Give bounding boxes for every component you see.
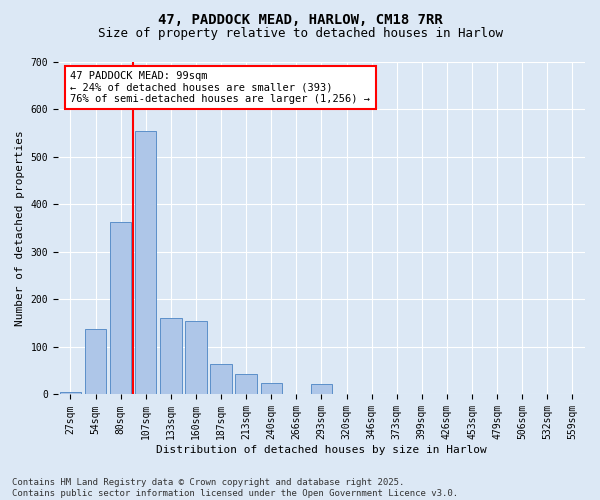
- Bar: [235, 374, 257, 394]
- Bar: [311, 384, 332, 394]
- Y-axis label: Number of detached properties: Number of detached properties: [15, 130, 25, 326]
- Bar: [160, 318, 182, 394]
- Bar: [211, 364, 232, 394]
- Bar: [260, 382, 282, 394]
- Bar: [185, 320, 206, 394]
- Bar: [60, 392, 81, 394]
- Text: 47 PADDOCK MEAD: 99sqm
← 24% of detached houses are smaller (393)
76% of semi-de: 47 PADDOCK MEAD: 99sqm ← 24% of detached…: [70, 71, 370, 104]
- Bar: [135, 132, 157, 394]
- Text: Contains HM Land Registry data © Crown copyright and database right 2025.
Contai: Contains HM Land Registry data © Crown c…: [12, 478, 458, 498]
- Text: Size of property relative to detached houses in Harlow: Size of property relative to detached ho…: [97, 28, 503, 40]
- Bar: [110, 222, 131, 394]
- Text: 47, PADDOCK MEAD, HARLOW, CM18 7RR: 47, PADDOCK MEAD, HARLOW, CM18 7RR: [158, 12, 442, 26]
- X-axis label: Distribution of detached houses by size in Harlow: Distribution of detached houses by size …: [156, 445, 487, 455]
- Bar: [85, 330, 106, 394]
